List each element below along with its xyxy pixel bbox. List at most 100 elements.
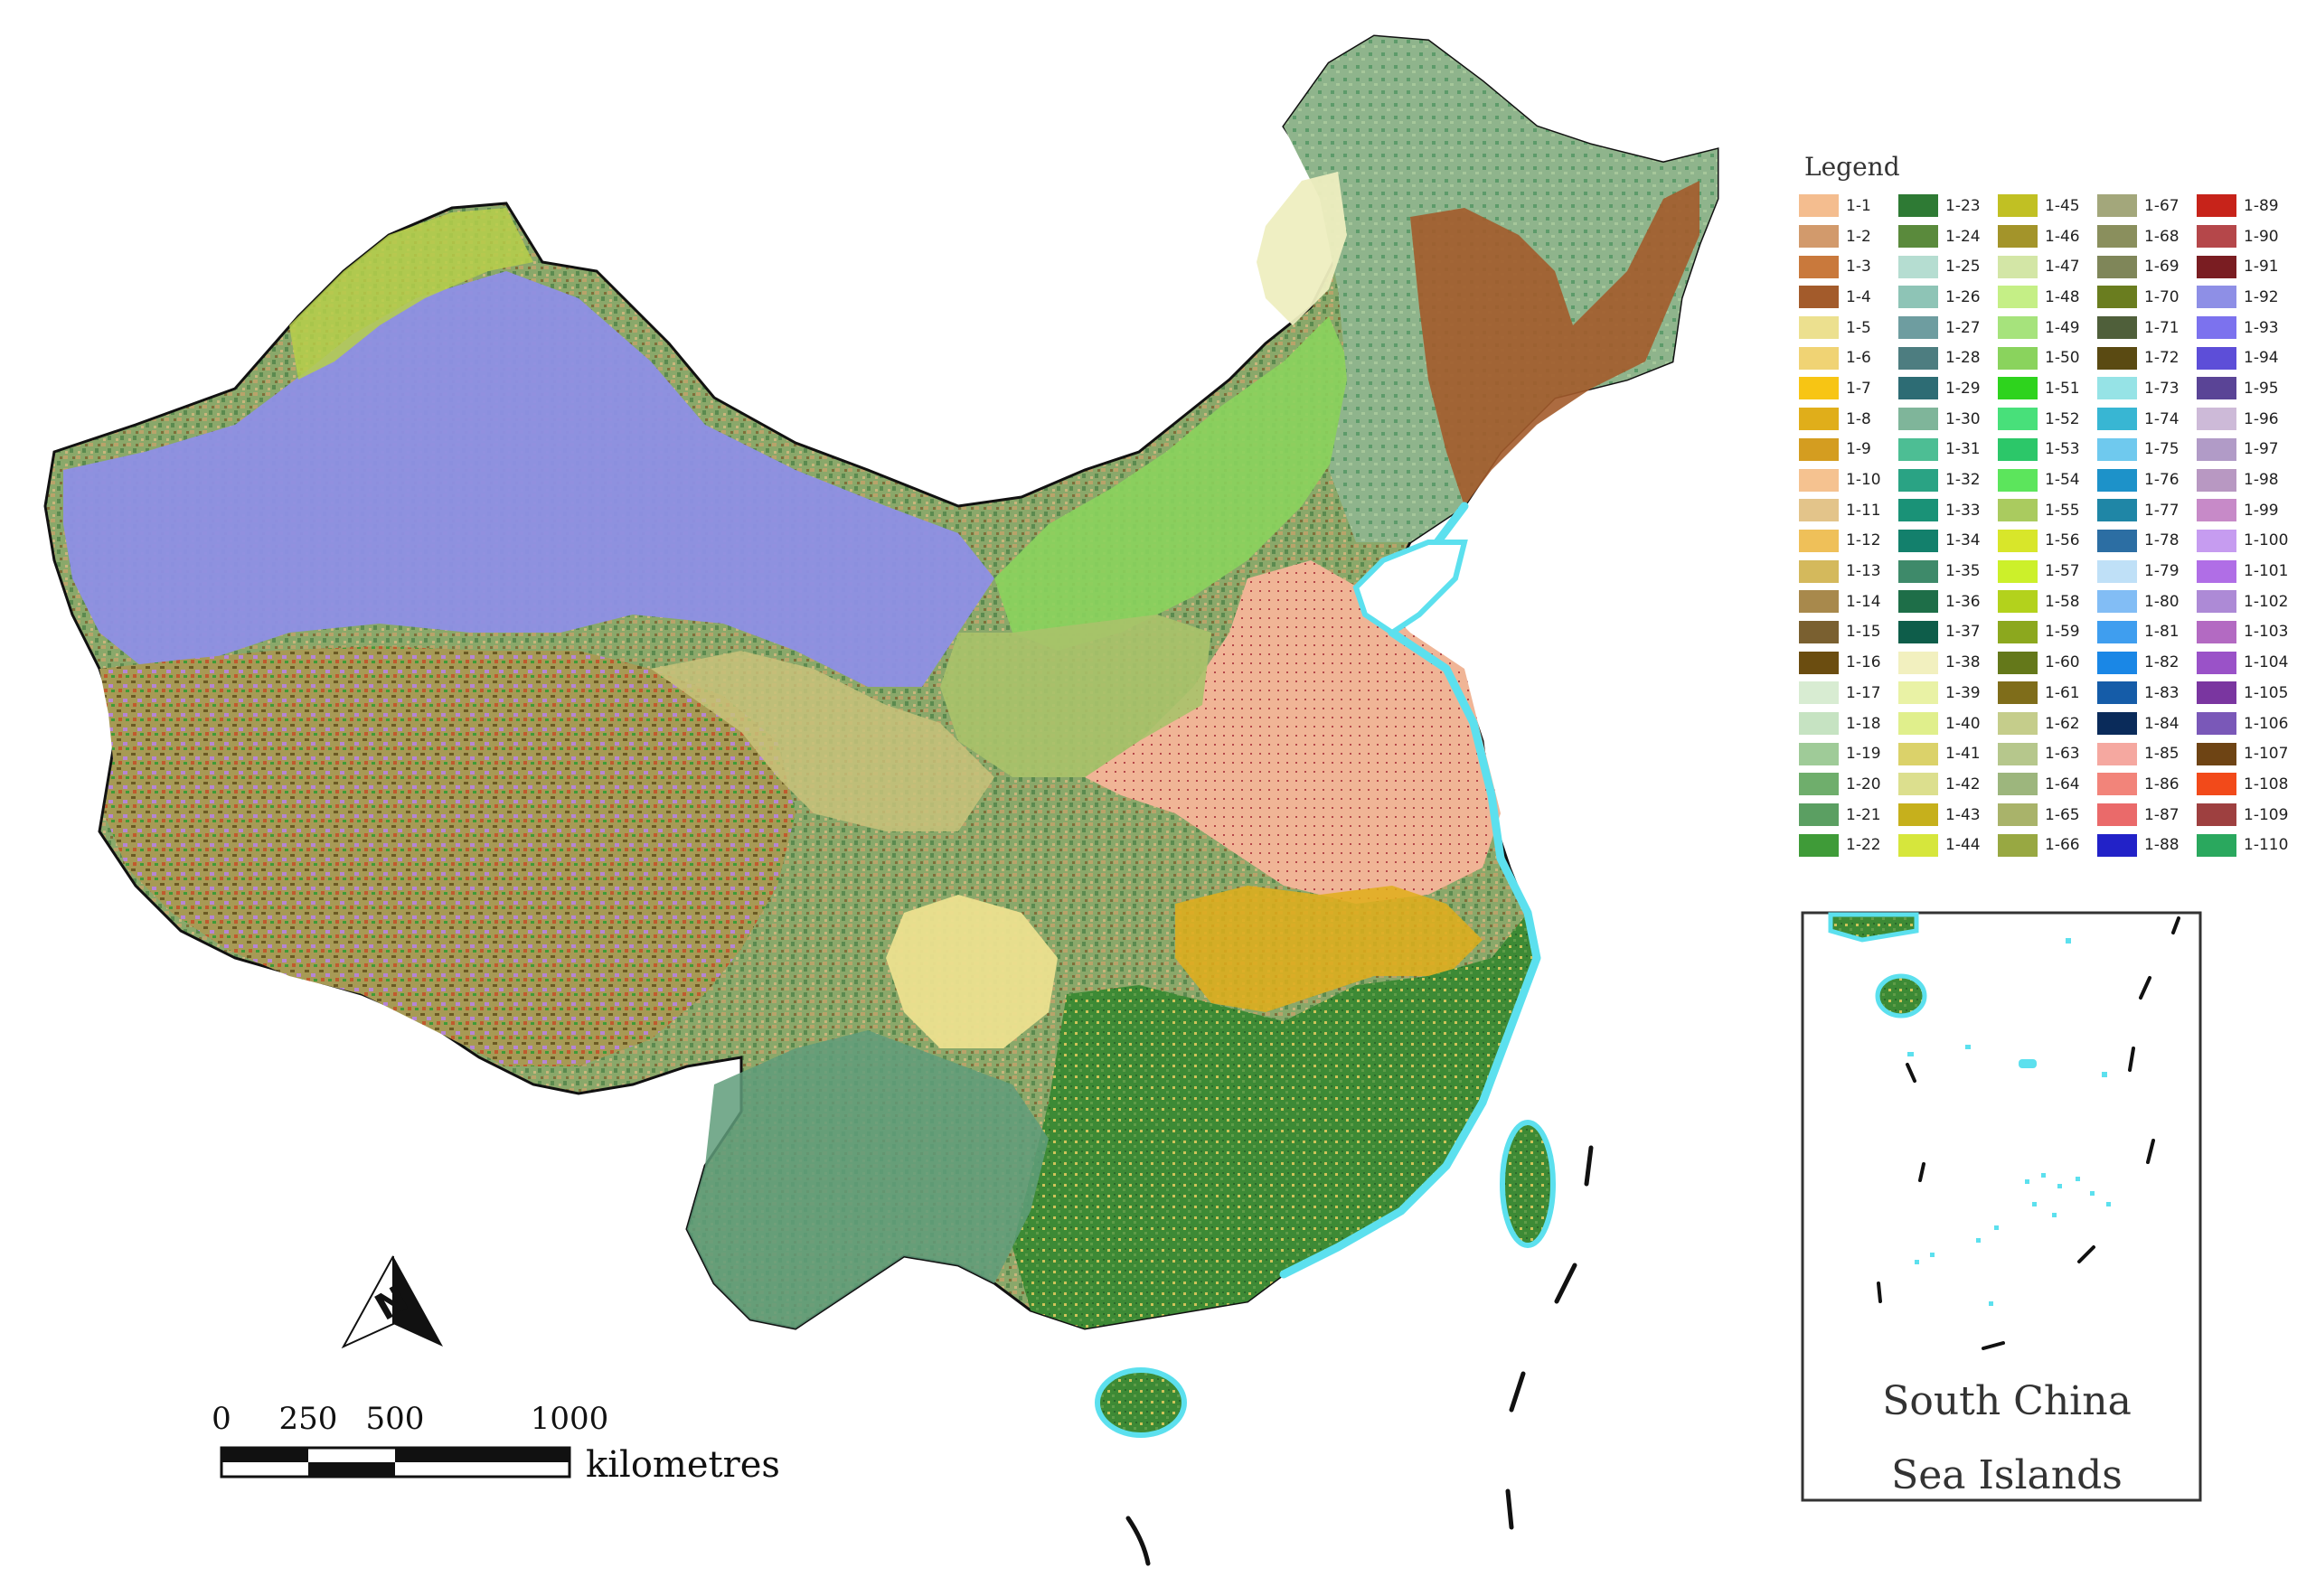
legend-label: 1-29: [1945, 379, 1981, 398]
scale-units: kilometres: [586, 1444, 780, 1486]
legend-label: 1-93: [2244, 318, 2279, 337]
legend-label: 1-27: [1945, 318, 1981, 337]
scale-labels: 0 250 500 1000: [210, 1401, 626, 1437]
legend-entry: 1-53: [1998, 435, 2097, 465]
sichuan-basin: [886, 895, 1058, 1048]
legend-label: 1-86: [2144, 775, 2179, 793]
legend-entry: 1-41: [1898, 738, 1998, 769]
legend-entry: 1-109: [2197, 800, 2296, 831]
legend-swatch: [2197, 225, 2236, 249]
legend-label: 1-6: [1846, 349, 1871, 368]
legend-label: 1-66: [2045, 836, 2080, 855]
legend-entry: 1-3: [1799, 251, 1898, 282]
legend-swatch: [1799, 681, 1839, 705]
legend-swatch: [2097, 286, 2137, 309]
legend-swatch: [2197, 499, 2236, 522]
legend-label: 1-23: [1945, 196, 1981, 215]
legend-entry: 1-48: [1998, 282, 2097, 313]
legend-label: 1-85: [2144, 745, 2179, 764]
legend-label: 1-24: [1945, 227, 1981, 246]
legend-label: 1-61: [2045, 683, 2080, 702]
legend-swatch: [1898, 286, 1938, 309]
legend-swatch: [1998, 712, 2038, 736]
legend-swatch: [2197, 773, 2236, 796]
legend-entry: 1-42: [1898, 769, 1998, 800]
inset-caption-line1: South China: [1882, 1378, 2132, 1424]
legend-label: 1-12: [1846, 531, 1881, 550]
legend-label: 1-101: [2244, 562, 2289, 581]
legend-entry: 1-2: [1799, 221, 1898, 252]
legend-swatch: [1998, 803, 2038, 827]
legend-swatch: [1998, 225, 2038, 249]
legend-swatch: [2097, 773, 2137, 796]
legend-label: 1-22: [1846, 836, 1881, 855]
legend-swatch: [1998, 529, 2038, 552]
legend-label: 1-36: [1945, 592, 1981, 611]
legend-entry: 1-102: [2197, 587, 2296, 617]
legend-swatch: [1799, 194, 1839, 218]
legend-swatch: [1898, 194, 1938, 218]
legend-entry: 1-74: [2097, 404, 2197, 435]
legend-entry: 1-25: [1898, 251, 1998, 282]
legend-entry: 1-15: [1799, 617, 1898, 648]
inner-mongolia-steppe: [994, 316, 1356, 651]
legend-label: 1-16: [1846, 653, 1881, 672]
legend-swatch: [1998, 468, 2038, 492]
legend-swatch: [1799, 773, 1839, 796]
legend-label: 1-37: [1945, 623, 1981, 642]
hulunbuir-grassland: [1257, 172, 1347, 325]
legend-swatch: [2097, 499, 2137, 522]
legend-swatch: [1898, 712, 1938, 736]
legend-swatch: [2197, 408, 2236, 431]
legend-entry: 1-83: [2097, 678, 2197, 709]
legend-entry: 1-104: [2197, 647, 2296, 678]
legend-entry: 1-80: [2097, 587, 2197, 617]
legend-label: 1-25: [1945, 258, 1981, 277]
inset-caption: South China Sea Islands: [1808, 1365, 2206, 1513]
legend-label: 1-67: [2144, 196, 2179, 215]
legend-label: 1-60: [2045, 653, 2080, 672]
legend-swatch: [1998, 499, 2038, 522]
legend-label: 1-83: [2144, 683, 2179, 702]
legend-label: 1-31: [1945, 440, 1981, 459]
legend-swatch: [1898, 408, 1938, 431]
legend-entry: 1-101: [2197, 556, 2296, 587]
legend-entry: 1-91: [2197, 251, 2296, 282]
legend-entry: 1-105: [2197, 678, 2296, 709]
legend-label: 1-19: [1846, 745, 1881, 764]
legend-label: 1-14: [1846, 592, 1881, 611]
legend-entry: 1-28: [1898, 343, 1998, 373]
legend-swatch: [1799, 468, 1839, 492]
legend-swatch: [2097, 468, 2137, 492]
legend-label: 1-99: [2244, 501, 2279, 520]
legend-label: 1-50: [2045, 349, 2080, 368]
legend-grid: 1-1 1-2 1-3 1-4 1-5 1-6 1-7 1-8 1-9 1-10 1-11 1-12 1…: [1799, 191, 2305, 860]
legend-swatch: [1998, 651, 2038, 674]
legend-swatch: [1898, 225, 1938, 249]
legend-label: 1-17: [1846, 683, 1881, 702]
legend-entry: 1-8: [1799, 404, 1898, 435]
legend-swatch: [1898, 651, 1938, 674]
legend-swatch: [1799, 620, 1839, 643]
legend-entry: 1-97: [2197, 435, 2296, 465]
legend-label: 1-9: [1846, 440, 1871, 459]
legend-entry: 1-67: [2097, 191, 2197, 221]
legend-label: 1-73: [2144, 379, 2179, 398]
legend-swatch: [1799, 651, 1839, 674]
legend-entry: 1-14: [1799, 587, 1898, 617]
legend-label: 1-110: [2244, 836, 2289, 855]
legend-entry: 1-39: [1898, 678, 1998, 709]
legend-entry: 1-12: [1799, 526, 1898, 557]
legend-swatch: [2197, 255, 2236, 278]
legend-entry: 1-27: [1898, 313, 1998, 343]
legend-entry: 1-20: [1799, 769, 1898, 800]
legend-label: 1-89: [2244, 196, 2279, 215]
legend-entry: 1-89: [2197, 191, 2296, 221]
legend-label: 1-75: [2144, 440, 2179, 459]
legend-label: 1-55: [2045, 501, 2080, 520]
legend-label: 1-81: [2144, 623, 2179, 642]
legend-entry: 1-36: [1898, 587, 1998, 617]
legend-label: 1-65: [2045, 805, 2080, 824]
legend-entry: 1-68: [2097, 221, 2197, 252]
legend-swatch: [1998, 316, 2038, 340]
